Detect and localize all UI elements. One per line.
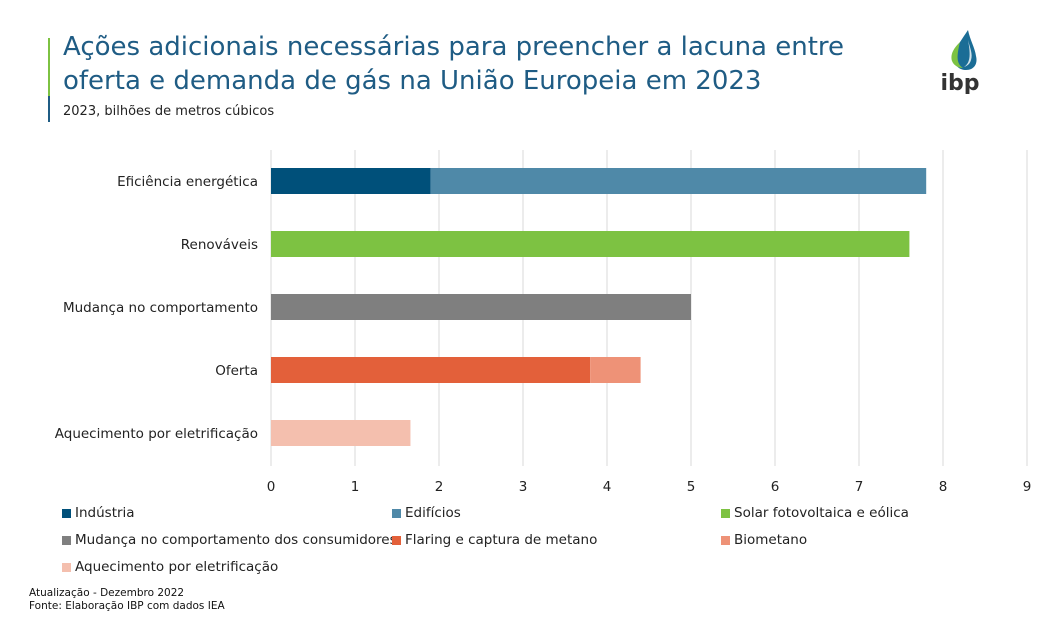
source-note: Fonte: Elaboração IBP com dados IEA — [29, 600, 225, 612]
category-label: Aquecimento por eletrificação — [55, 426, 258, 442]
legend-label: Aquecimento por eletrificação — [75, 559, 279, 575]
legend-label: Indústria — [75, 505, 135, 521]
category-label: Mudança no comportamento — [63, 300, 258, 316]
bar-solar-fotovoltaica-e-e-lica — [271, 231, 910, 257]
x-tick-label: 7 — [855, 479, 864, 495]
legend-label: Biometano — [734, 532, 808, 548]
legend-swatch — [721, 535, 730, 545]
category-label: Oferta — [215, 363, 258, 379]
x-tick-label: 9 — [1023, 479, 1032, 495]
bar-biometano — [590, 357, 641, 383]
legend-item: Indústria — [62, 505, 135, 521]
legend-swatch — [721, 508, 730, 518]
category-label: Renováveis — [181, 237, 258, 253]
title-accent-bar-blue — [48, 96, 50, 122]
x-tick-label: 2 — [435, 479, 444, 495]
legend-label: Edifícios — [405, 505, 461, 521]
legend-swatch — [392, 508, 401, 518]
x-tick-label: 4 — [603, 479, 612, 495]
x-tick-label: 3 — [519, 479, 528, 495]
legend-item: Aquecimento por eletrificação — [62, 559, 278, 575]
x-tick-label: 6 — [771, 479, 780, 495]
category-label: Eficiência energética — [117, 174, 258, 190]
legend-swatch — [62, 508, 71, 518]
x-tick-label: 8 — [939, 479, 948, 495]
bar-mudan-a-no-comportamento-dos-consumidores — [271, 294, 691, 320]
title-accent-bar — [48, 38, 50, 122]
legend-label: Mudança no comportamento dos consumidore… — [75, 532, 397, 548]
legend-swatch — [62, 535, 71, 545]
legend-label: Solar fotovoltaica e eólica — [734, 505, 909, 521]
legend-item: Edifícios — [392, 505, 461, 521]
logo-text: ibp — [940, 71, 979, 94]
legend-swatch — [392, 535, 401, 545]
legend-item: Solar fotovoltaica e eólica — [721, 505, 909, 521]
legend-item: Flaring e captura de metano — [392, 532, 597, 548]
legend-label: Flaring e captura de metano — [405, 532, 598, 548]
bar-flaring-e-captura-de-metano — [271, 357, 591, 383]
legend-item: Mudança no comportamento dos consumidore… — [62, 532, 397, 548]
bar-ind-stria — [271, 168, 431, 194]
bar-edif-cios — [430, 168, 927, 194]
legend-swatch — [62, 562, 71, 572]
x-tick-label: 0 — [267, 479, 276, 495]
bar-aquecimento-por-eletrifica-o — [271, 420, 411, 446]
ibp-logo: ibp — [940, 30, 980, 94]
update-note: Atualização - Dezembro 2022 — [29, 587, 185, 599]
chart-subtitle: 2023, bilhões de metros cúbicos — [63, 104, 275, 119]
x-tick-label: 5 — [687, 479, 696, 495]
chart-title: Ações adicionais necessárias para preenc… — [63, 32, 845, 96]
x-tick-label: 1 — [351, 479, 360, 495]
footer: Atualização - Dezembro 2022 Fonte: Elabo… — [29, 587, 225, 613]
legend-item: Biometano — [721, 532, 807, 548]
